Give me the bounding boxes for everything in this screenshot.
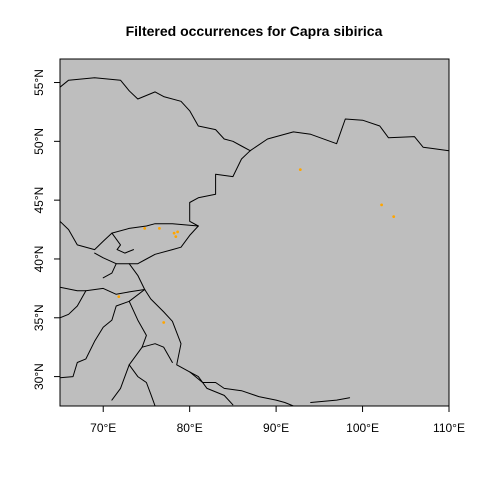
y-tick-label: 55°N [32, 69, 46, 96]
occurrence-point [392, 215, 396, 219]
x-tick-label: 100°E [346, 421, 379, 435]
border-line [60, 77, 251, 152]
occurrence-point [380, 203, 383, 207]
map-title: Filtered occurrences for Capra sibirica [126, 23, 383, 39]
y-tick-label: 45°N [32, 187, 46, 214]
longitude-axis: 70°E 80°E 90°E 100°E 110°E [90, 406, 465, 435]
x-tick-label: 80°E [177, 421, 203, 435]
border-line [249, 118, 449, 152]
y-tick-label: 35°N [32, 304, 46, 331]
occurrence-point [117, 295, 121, 298]
land-background [60, 59, 449, 406]
border-line [128, 364, 156, 406]
occurrence-point [162, 321, 166, 324]
border-line [144, 289, 234, 406]
border-line [189, 371, 294, 406]
border-line [60, 289, 146, 379]
occurrence-point [158, 227, 161, 230]
y-tick-label: 30°N [32, 363, 46, 390]
occurrence-points [117, 168, 396, 324]
country-borders [60, 77, 449, 406]
occurrence-point [172, 231, 176, 235]
x-tick-label: 110°E [433, 421, 465, 435]
border-line [111, 232, 134, 254]
y-tick-label: 50°N [32, 128, 46, 155]
occurrence-point [174, 235, 178, 239]
x-tick-label: 90°E [263, 421, 289, 435]
border-line [60, 263, 146, 295]
border-line [102, 263, 117, 279]
occurrence-point [176, 230, 180, 234]
occurrence-point [143, 227, 147, 230]
border-line [189, 150, 251, 227]
border-line [94, 225, 199, 265]
border-line [60, 290, 87, 319]
y-tick-label: 40°N [32, 246, 46, 273]
border-line [310, 397, 351, 403]
border-line [141, 343, 173, 363]
x-tick-label: 70°E [90, 421, 116, 435]
latitude-axis: 30°N 35°N 40°N 45°N 50°N 55°N [32, 69, 60, 390]
plot-frame [59, 58, 450, 407]
occurrence-point [298, 168, 302, 172]
